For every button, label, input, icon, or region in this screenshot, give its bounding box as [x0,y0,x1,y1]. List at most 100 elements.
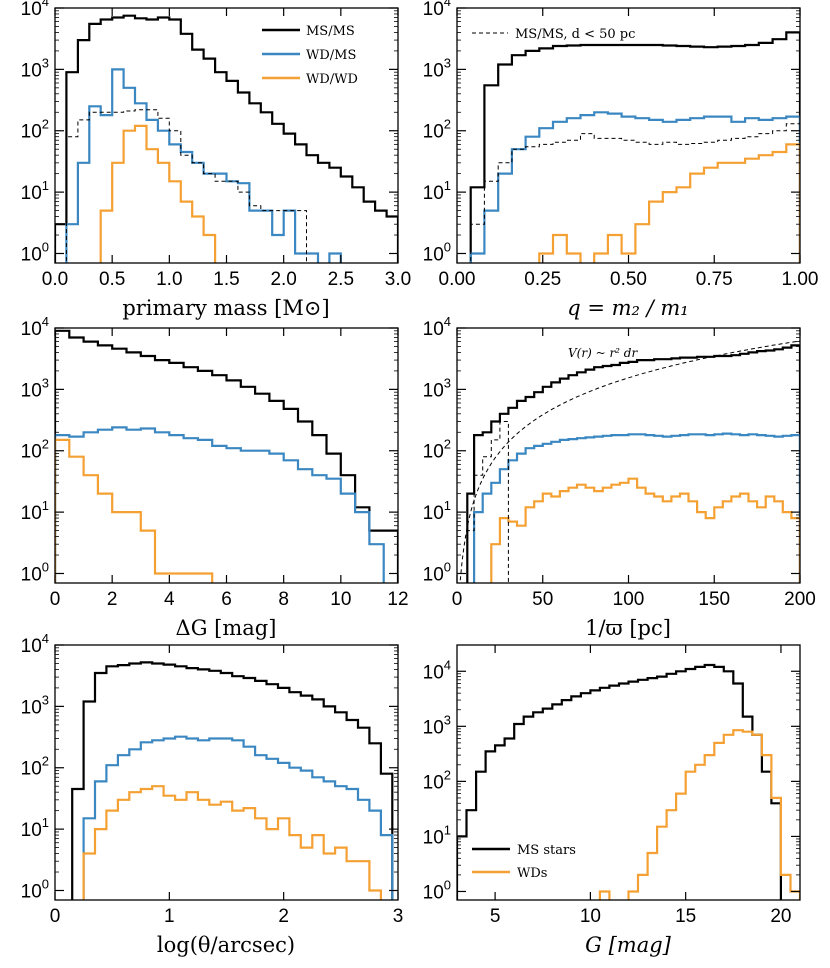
panel-primary-mass-xlabel: primary mass [M⊙] [122,296,329,320]
xtick-label-4-1: 1 [164,906,175,927]
panel-primary-mass-histograms [55,14,398,263]
ytick-label-2-2: 102 [21,437,49,463]
legend-primary-mass: MS/MS WD/MS WD/WD [262,24,358,87]
xtick-label-3-2: 100 [613,589,645,610]
ytick-label-5-1: 101 [423,822,451,848]
ytick-label-2-1: 101 [21,498,49,524]
xtick-label-3-1: 50 [532,589,553,610]
ytick-label-1-1: 101 [423,178,451,204]
ytick-label-2-0: 100 [21,559,49,585]
xtick-label-5-3: 20 [770,906,791,927]
panel-delta-g-histograms [55,329,398,583]
ytick-label-2-4: 104 [21,314,49,340]
panel-distance-xlabel: 1/ϖ [pc] [585,616,671,640]
panel-distance-axes: 0 50 100 150 200 100 101 102 103 104 [423,314,816,610]
xtick-label-4-3: 3 [393,906,404,927]
panel-g-mag-axes: 5 10 15 20 100 101 102 103 104 [423,645,800,927]
xtick-label-0-0: 0.0 [42,269,68,290]
hist-1-wd-ms [469,111,800,263]
panel-mass-ratio-xlabel: q = m₂ / m₁ [567,296,688,320]
xtick-label-4-2: 2 [278,906,289,927]
legend-label-wds: WDs [517,866,547,881]
panel-delta-g-frame [54,327,399,584]
panel-delta-g: 0 2 4 6 8 10 12 100 101 102 103 104 ΔG [mag] [21,314,409,640]
xtick-label-0-6: 3.0 [385,269,411,290]
hist-0-wd-wd [99,124,217,263]
hist-0-ms-ms-d-50pc [65,109,307,263]
legend-label-wd-ms: WD/MS [306,48,356,63]
panel-delta-g-xlabel: ΔG [mag] [176,616,277,640]
xtick-label-1-0: 0.00 [439,269,476,290]
panel-distance-histograms [459,340,800,583]
ytick-label-0-2: 102 [21,117,49,143]
panel-primary-mass-frame [54,7,399,264]
hist-5-ms-stars [457,663,782,900]
legend-label-wd-wd: WD/WD [306,72,358,87]
panel-g-mag: 5 10 15 20 100 101 102 103 104 G [mag] MS stars … [423,644,801,957]
xtick-label-2-5: 10 [330,589,351,610]
panel-separation: 0 1 2 3 100 101 102 103 104 log(θ/arcsec) [21,631,404,957]
hist-3-r-dr [459,340,800,583]
xtick-label-1-3: 0.75 [696,269,733,290]
xtick-label-1-4: 1.00 [782,269,819,290]
ytick-label-3-0: 100 [423,559,451,585]
panel-g-mag-histograms [457,663,800,900]
ytick-label-5-3: 103 [423,712,451,738]
xtick-label-0-2: 1.0 [156,269,182,290]
xtick-label-0-4: 2.0 [270,269,296,290]
ytick-label-5-4: 104 [423,657,451,683]
hist-2-wd-ms [55,426,385,583]
panel-mass-ratio-histograms [469,31,800,263]
ytick-label-0-4: 104 [21,0,49,20]
hist-4-ms-ms [71,661,394,900]
panel-g-mag-xlabel: G [mag] [585,933,672,957]
legend-g-mag: MS stars WDs [472,843,576,881]
panel-delta-g-axes: 0 2 4 6 8 10 12 100 101 102 103 104 [21,314,409,610]
hist-5-wds [598,729,800,900]
ytick-label-4-3: 103 [21,692,49,718]
hist-0-ms-ms [55,14,398,263]
xtick-label-2-3: 6 [221,589,232,610]
xtick-label-0-5: 2.5 [328,269,354,290]
panel-mass-ratio: 0.00 0.25 0.50 0.75 1.00 100 101 102 103 104 q = … [423,0,819,320]
hist-2-wd-wd [55,438,214,583]
xtick-label-2-2: 4 [164,589,175,610]
xtick-label-0-1: 0.5 [99,269,125,290]
ytick-label-0-0: 100 [21,239,49,265]
legend-mass-ratio: MS/MS, d < 50 pc [472,27,635,42]
ytick-label-1-2: 102 [423,117,451,143]
hist-3-ms-ms [466,344,800,583]
ytick-label-3-1: 101 [423,498,451,524]
legend-label-ms-ms-50pc: MS/MS, d < 50 pc [515,27,635,42]
xtick-label-2-0: 0 [50,589,61,610]
ytick-label-1-0: 100 [423,239,451,265]
xtick-label-3-3: 150 [698,589,730,610]
ytick-label-2-3: 103 [21,375,49,401]
xtick-label-4-0: 0 [50,906,61,927]
panel-separation-xlabel: log(θ/arcsec) [157,933,295,957]
panel-separation-histograms [71,661,394,900]
xtick-label-5-0: 5 [490,906,501,927]
hist-4-wd-ms [82,735,394,900]
panel-separation-axes: 0 1 2 3 100 101 102 103 104 [21,631,404,927]
xtick-label-5-2: 15 [675,906,696,927]
ytick-label-3-2: 102 [423,437,451,463]
ytick-label-1-4: 104 [423,0,451,20]
annotation-volume: V(r) ~ r² dr [568,346,638,360]
ytick-label-4-0: 100 [21,876,49,902]
xtick-label-2-6: 12 [387,589,408,610]
panel-g-mag-frame [456,644,801,901]
xtick-label-0-3: 1.5 [213,269,239,290]
ytick-label-0-1: 101 [21,178,49,204]
xtick-label-1-2: 0.50 [610,269,647,290]
panel-separation-frame [54,644,399,901]
xtick-label-5-1: 10 [580,906,601,927]
ytick-label-4-4: 104 [21,631,49,657]
panel-mass-ratio-frame [456,7,801,264]
hist-1-ms-ms [469,31,800,263]
panel-primary-mass: 0.0 0.5 1.0 1.5 2.0 2.5 3.0 100 101 102 103 104 pri… [21,0,412,320]
hist-0-wd-ms [65,68,342,263]
legend-label-ms-stars: MS stars [517,843,576,858]
ytick-label-1-3: 103 [423,55,451,81]
